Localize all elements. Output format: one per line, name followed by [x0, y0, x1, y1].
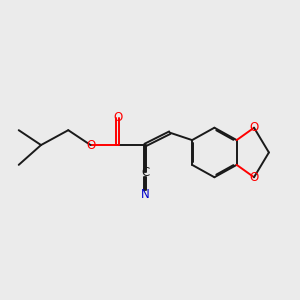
Text: O: O	[113, 111, 122, 124]
Text: O: O	[249, 171, 259, 184]
Text: O: O	[86, 139, 95, 152]
Text: O: O	[249, 121, 259, 134]
Text: C: C	[141, 166, 149, 179]
Text: N: N	[141, 188, 149, 201]
